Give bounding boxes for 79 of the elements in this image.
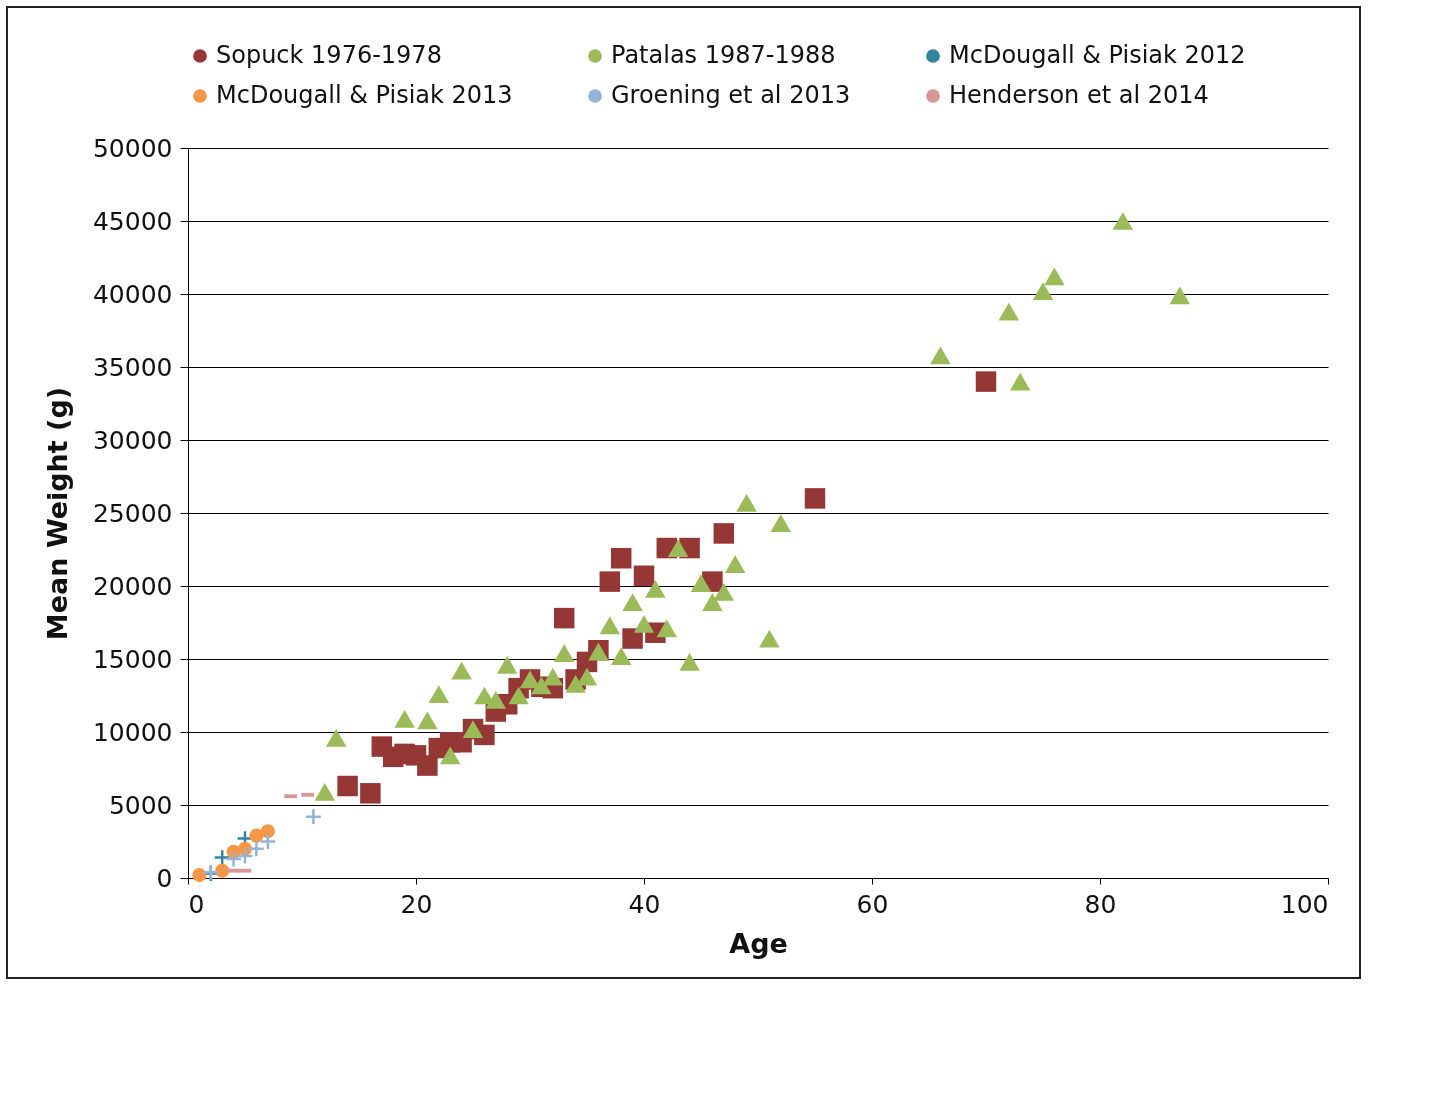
x-tick-label: 80 (1084, 889, 1117, 919)
legend-label: Henderson et al 2014 (949, 81, 1209, 109)
point (622, 593, 643, 611)
y-tick-label: 30000 (92, 425, 173, 455)
point (1044, 267, 1065, 286)
point (599, 616, 621, 635)
point (496, 655, 518, 674)
point (713, 523, 735, 544)
point (1032, 282, 1054, 300)
point (553, 607, 575, 629)
y-tick-label: 5000 (108, 790, 173, 820)
point (236, 847, 254, 865)
point (565, 674, 586, 693)
point (770, 514, 792, 533)
point (998, 302, 1020, 321)
y-tick-label: 10000 (92, 717, 173, 747)
point (439, 746, 461, 765)
y-tick-label: 25000 (92, 498, 173, 528)
point (192, 868, 207, 883)
x-tick-label: 100 (1280, 889, 1329, 919)
point (610, 548, 632, 569)
point (304, 808, 323, 826)
point (713, 582, 735, 601)
y-tick-label: 15000 (92, 644, 173, 674)
y-axis-title: Mean Weight (g) (41, 386, 73, 641)
point (724, 555, 746, 573)
point (633, 565, 655, 587)
y-tick-label: 0 (156, 863, 173, 893)
point (930, 346, 951, 365)
x-tick-label: 0 (188, 889, 205, 919)
x-tick-label: 20 (400, 889, 433, 919)
point (656, 619, 678, 638)
legend-label: Patalas 1987-1988 (611, 41, 836, 69)
legend-label: Sopuck 1976-1978 (216, 41, 442, 69)
point (736, 493, 757, 512)
point (485, 691, 507, 709)
point (576, 667, 598, 686)
point (451, 661, 472, 680)
point (599, 571, 621, 592)
point (224, 850, 243, 868)
y-tick-label: 45000 (92, 206, 173, 236)
point (975, 371, 997, 392)
x-tick-label: 60 (856, 889, 889, 919)
x-axis-title: Age (729, 927, 788, 959)
x-tick-label: 40 (628, 889, 661, 919)
legend-label: McDougall & Pisiak 2013 (216, 81, 513, 109)
point (314, 782, 336, 801)
point (1112, 212, 1134, 230)
point (804, 488, 826, 509)
point (667, 539, 689, 557)
point (325, 728, 347, 747)
point (553, 644, 575, 663)
point (622, 628, 643, 649)
y-tick-label: 50000 (92, 133, 173, 163)
point (259, 832, 277, 851)
y-tick-label: 40000 (92, 279, 173, 309)
y-tick-label: 35000 (92, 352, 173, 382)
point (690, 574, 712, 592)
point (645, 580, 666, 598)
point (360, 783, 381, 804)
point (337, 775, 358, 797)
point (428, 685, 450, 703)
legend-label: McDougall & Pisiak 2012 (949, 41, 1246, 69)
point (260, 824, 275, 839)
point (508, 686, 529, 705)
point (633, 615, 655, 633)
point (417, 755, 438, 776)
point (1169, 286, 1191, 305)
point (679, 653, 700, 671)
point (1009, 372, 1031, 391)
point (702, 593, 723, 611)
point (542, 667, 564, 686)
legend-label: Groening et al 2013 (611, 81, 851, 109)
point (759, 629, 780, 648)
point (610, 647, 632, 665)
point (417, 711, 438, 730)
y-tick-label: 20000 (92, 571, 173, 601)
point (247, 840, 266, 858)
point (394, 709, 415, 728)
